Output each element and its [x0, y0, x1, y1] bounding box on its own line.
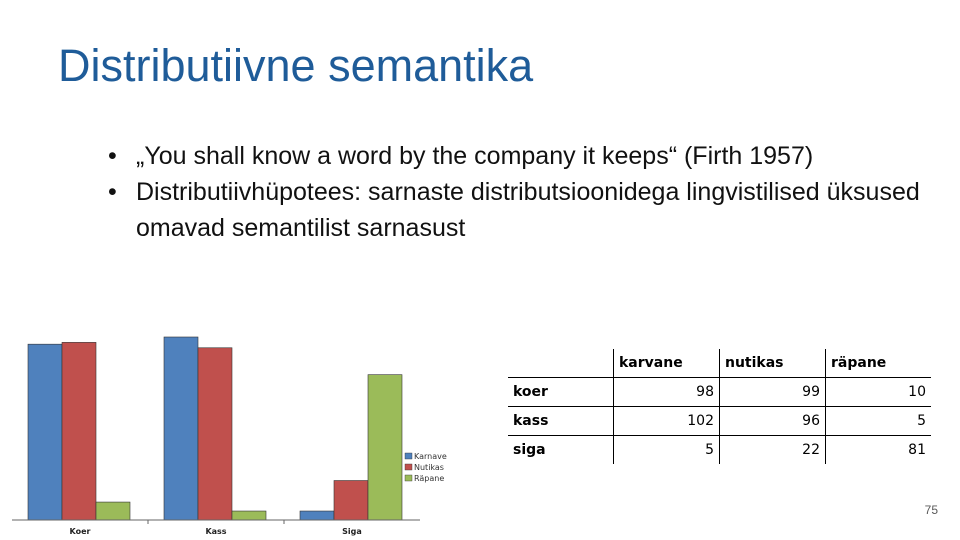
- table-cell: 5: [613, 435, 720, 464]
- bullet-text: Distributiivhüpotees: sarnaste distribut…: [136, 178, 920, 242]
- table-cell: 99: [719, 377, 826, 407]
- bar-koer-karnave: [27, 343, 63, 521]
- bullet-item: • „You shall know a word by the company …: [108, 138, 948, 174]
- table-cell: 98: [613, 377, 720, 407]
- frequency-table: karvane nutikas räpane koer 98 99 10 kas…: [508, 349, 931, 464]
- bar-siga-karnave: [299, 510, 335, 521]
- bar-koer-räpane: [95, 501, 131, 521]
- x-tick-label: Kass: [205, 527, 226, 536]
- legend-swatch-karnave: [404, 452, 413, 460]
- legend-label: Räpane: [414, 474, 444, 483]
- x-tick-label: Koer: [70, 527, 91, 536]
- table-header-corner: [508, 349, 614, 378]
- table-header-cell: karvane: [613, 349, 720, 378]
- table-row-label: siga: [513, 442, 546, 458]
- bullet-text: „You shall know a word by the company it…: [136, 142, 814, 170]
- table-cell: 22: [719, 435, 826, 464]
- table-row-label: kass: [508, 406, 614, 436]
- bar-kass-nutikas: [197, 347, 233, 521]
- legend-swatch-nutikas: [404, 463, 413, 471]
- bullet-list: • „You shall know a word by the company …: [108, 138, 948, 246]
- table-row: koer 98 99 10: [508, 377, 931, 407]
- table-row-label: koer: [508, 377, 614, 407]
- legend-label: Nutikas: [414, 463, 444, 472]
- table-header-cell: nutikas: [719, 349, 826, 378]
- bar-siga-nutikas: [333, 480, 369, 521]
- legend-label: Karnave: [414, 452, 447, 461]
- table-cell: 96: [719, 406, 826, 436]
- table-cell: 102: [613, 406, 720, 436]
- bar-siga-räpane: [367, 374, 403, 521]
- page-number: 75: [924, 503, 938, 517]
- bullet-item: • Distributiivhüpotees: sarnaste distrib…: [108, 174, 948, 246]
- bullet-dot: •: [108, 178, 117, 206]
- table-cell: 81: [825, 435, 931, 464]
- table-row: kass 102 96 5: [508, 406, 931, 436]
- table-row: siga 5 22 81: [508, 435, 931, 464]
- table-header-cell: räpane: [825, 349, 931, 378]
- bar-kass-karnave: [163, 336, 199, 521]
- table-cell: 5: [825, 406, 931, 436]
- table-header-row: karvane nutikas räpane: [508, 349, 931, 378]
- bullet-dot: •: [108, 142, 117, 170]
- bar-kass-räpane: [231, 510, 267, 521]
- bar-chart: Koer Kass Siga Karnave Nutikas Räpane: [12, 336, 447, 536]
- slide-title: Distributiivne semantika: [58, 40, 534, 91]
- x-tick-label: Siga: [342, 527, 362, 536]
- bar-koer-nutikas: [61, 342, 97, 521]
- legend-swatch-räpane: [404, 474, 413, 482]
- table-cell: 10: [825, 377, 931, 407]
